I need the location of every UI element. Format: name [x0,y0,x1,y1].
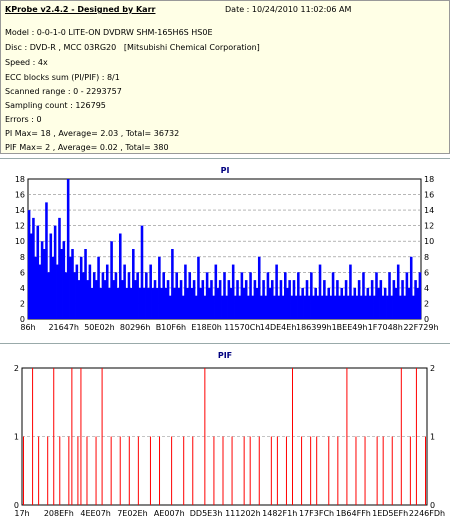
pif-chart-panel: PIF 0 0 1 1 2 2 17h 208EFh 4EE07h 7E02Eh AE007h DD5… [0,343,450,530]
pi-ytick-label-left: 14 [15,206,25,215]
pi-chart-panel: PI 0 0 2 2 4 4 6 6 8 8 10 10 12 12 14 14 16 16 18 18 86h 2164… [0,158,450,337]
pi-xtick-label: E18E0h [191,323,221,332]
pif-xtick-label: DD5E3h [190,509,223,518]
pi-xtick-label: B10F6h [156,323,186,332]
pi-xtick-label: 14DE4Eh [260,323,297,332]
scan-date: Date : 10/24/2010 11:02:06 AM [225,5,352,14]
pif-ytick-label-right: 0 [430,501,435,510]
pif-xtick-label: AE007h [154,509,185,518]
pif-xtick-label: 1B64FFh [336,509,371,518]
pi-xtick-label: 50E02h [84,323,114,332]
info-panel: KProbe v2.4.2 - Designed by Karr Date : … [0,0,450,154]
pif-xtick-label: 17F3FCh [299,509,334,518]
disc-info: Disc : DVD-R , MCC 03RG20 [Mitsubishi Ch… [5,43,260,52]
pi-ytick-label-right: 0 [424,315,429,324]
pi-ytick-label-right: 10 [424,237,434,246]
pif-xtick-label: 1ED5EFh [372,509,408,518]
pif-ytick-label-left: 1 [14,433,19,442]
pi-xtick-label: 80296h [120,323,151,332]
pi-xtick-label: 186399h [296,323,332,332]
pi-xtick-label: 11570Ch [224,323,260,332]
pi-ytick-label-left: 8 [20,253,25,262]
pif-xtick-label: 1482F1h [262,509,297,518]
pi-ytick-label-right: 12 [424,222,434,231]
sampling-count: Sampling count : 126795 [5,101,106,110]
pi-ytick-label-right: 6 [424,268,429,277]
pif-ytick-label-right: 2 [430,364,435,373]
scan-speed: Speed : 4x [5,58,48,67]
pi-ytick-label-left: 0 [20,315,25,324]
pi-ytick-label-right: 8 [424,253,429,262]
pi-ytick-label-right: 18 [424,175,434,184]
pif-xtick-label: 17h [14,509,29,518]
pif-xtick-label: 2246FDh [409,509,445,518]
pi-xtick-label: 22F729h [403,323,438,332]
scanned-range: Scanned range : 0 - 2293757 [5,87,122,96]
pi-chart: 0 0 2 2 4 4 6 6 8 8 10 10 12 12 14 14 16 16 18 18 86h 21647h 5… [15,175,439,332]
pi-xtick-label: 1BEE49h [332,323,368,332]
pi-ytick-label-left: 6 [20,268,25,277]
pif-ytick-label-right: 1 [430,433,435,442]
pi-ytick-label-left: 16 [15,191,25,200]
pif-xtick-label: 208EFh [44,509,74,518]
pif-xtick-label: 4EE07h [80,509,110,518]
pif-xtick-label: 7E02Eh [117,509,147,518]
pif-chart-title: PIF [217,351,233,360]
error-count: Errors : 0 [5,115,42,124]
pi-ytick-label-left: 4 [20,284,25,293]
pif-xtick-label: 111202h [225,509,261,518]
pif-ytick-label-left: 2 [14,364,19,373]
pi-ytick-label-left: 2 [20,299,25,308]
pi-ytick-label-left: 10 [15,237,25,246]
pi-ytick-label-right: 2 [424,299,429,308]
pi-ytick-label-right: 14 [424,206,434,215]
drive-model: Model : 0-0-1-0 LITE-ON DVDRW SHM-165H6S… [5,28,213,37]
pi-xtick-label: 86h [20,323,35,332]
pi-xtick-label: 1F7048h [368,323,403,332]
app-title: KProbe v2.4.2 - Designed by Karr [5,5,156,14]
pi-ytick-label-left: 18 [15,175,25,184]
pi-ytick-label-right: 16 [424,191,434,200]
ecc-blocks: ECC blocks sum (PI/PIF) : 8/1 [5,73,120,82]
pi-xtick-label: 21647h [48,323,79,332]
pi-chart-title: PI [220,166,230,175]
pif-ytick-label-left: 0 [14,501,19,510]
pi-ytick-label-left: 12 [15,222,25,231]
pi-ytick-label-right: 4 [424,284,429,293]
pi-statistics: PI Max= 18 , Average= 2.03 , Total= 3673… [5,129,180,138]
pif-statistics: PIF Max= 2 , Average= 0.02 , Total= 380 [5,143,169,152]
